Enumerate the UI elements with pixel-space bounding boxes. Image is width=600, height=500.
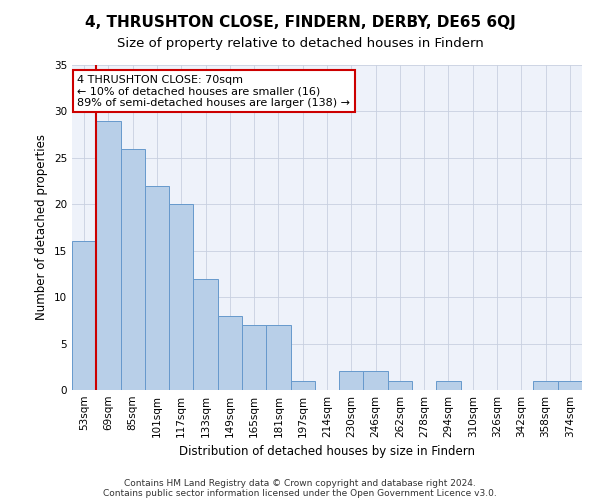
Bar	[364, 372, 388, 390]
Bar	[169, 204, 193, 390]
X-axis label: Distribution of detached houses by size in Findern: Distribution of detached houses by size …	[179, 446, 475, 458]
Text: 4 THRUSHTON CLOSE: 70sqm
← 10% of detached houses are smaller (16)
89% of semi-d: 4 THRUSHTON CLOSE: 70sqm ← 10% of detach…	[77, 74, 350, 108]
Bar	[72, 242, 96, 390]
Text: Contains HM Land Registry data © Crown copyright and database right 2024.: Contains HM Land Registry data © Crown c…	[124, 478, 476, 488]
Bar	[96, 120, 121, 390]
Bar	[388, 380, 412, 390]
Bar	[145, 186, 169, 390]
Bar	[121, 148, 145, 390]
Bar	[339, 372, 364, 390]
Text: Size of property relative to detached houses in Findern: Size of property relative to detached ho…	[116, 38, 484, 51]
Text: Contains public sector information licensed under the Open Government Licence v3: Contains public sector information licen…	[103, 488, 497, 498]
Bar	[218, 316, 242, 390]
Bar	[242, 325, 266, 390]
Bar	[193, 278, 218, 390]
Bar	[558, 380, 582, 390]
Y-axis label: Number of detached properties: Number of detached properties	[35, 134, 49, 320]
Bar	[266, 325, 290, 390]
Bar	[290, 380, 315, 390]
Text: 4, THRUSHTON CLOSE, FINDERN, DERBY, DE65 6QJ: 4, THRUSHTON CLOSE, FINDERN, DERBY, DE65…	[85, 15, 515, 30]
Bar	[436, 380, 461, 390]
Bar	[533, 380, 558, 390]
